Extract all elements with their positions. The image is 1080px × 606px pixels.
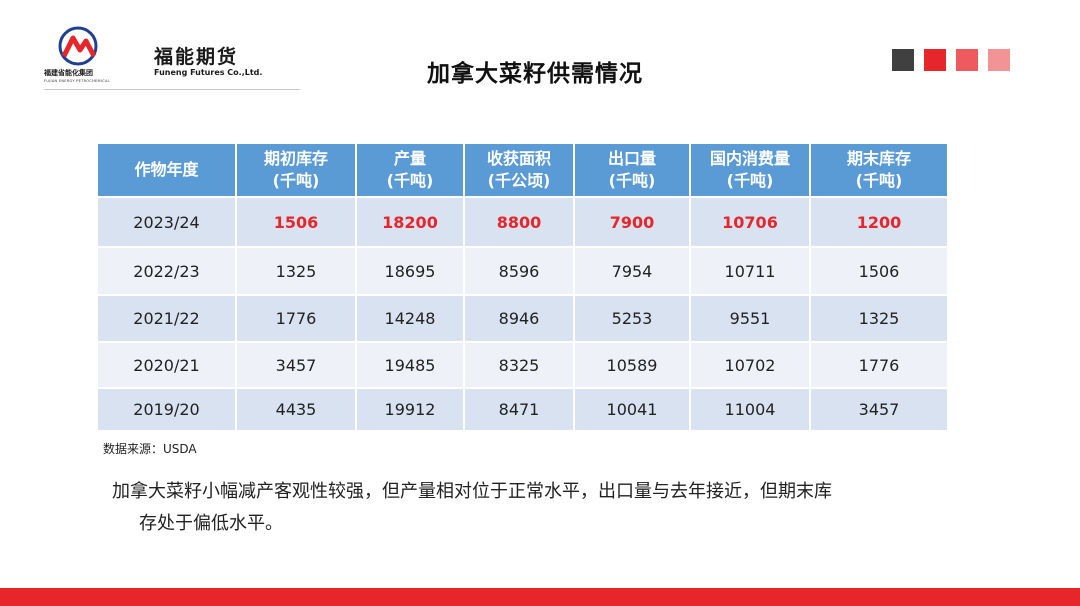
table-cell: 2023/24 [96, 196, 237, 248]
table-cell: 10706 [689, 196, 811, 248]
logo-group-en: FUJIAN ENERGY PETROCHEMICAL [44, 79, 110, 83]
table-cell: 14248 [355, 294, 465, 343]
decor-square-2 [924, 49, 946, 71]
header-harvest-area: 收获面积 (千公顷) [463, 142, 575, 198]
data-source-note: 数据来源：USDA [103, 442, 197, 456]
table-cell: 8596 [463, 246, 575, 296]
conclusion-line-2: 存处于偏低水平。 [139, 513, 283, 534]
table-cell: 1325 [809, 294, 949, 343]
table-row: 2021/22 1776 14248 8946 5253 9551 1325 [96, 294, 949, 343]
table-cell: 2020/21 [96, 341, 237, 389]
table-cell: 10589 [573, 341, 691, 389]
table-cell: 7900 [573, 196, 691, 248]
table-cell: 19485 [355, 341, 465, 389]
supply-demand-table: 作物年度 期初库存 (千吨) 产量 (千吨) 收获面积 (千公顷) 出口量 (千吨) 国… [96, 142, 949, 432]
table-cell: 19912 [355, 387, 465, 432]
table-cell: 10702 [689, 341, 811, 389]
table-cell: 7954 [573, 246, 691, 296]
table-cell: 8800 [463, 196, 575, 248]
table-cell: 18200 [355, 196, 465, 248]
table-cell: 1506 [235, 196, 357, 248]
header-opening-stock: 期初库存 (千吨) [235, 142, 357, 198]
table-row: 2022/23 1325 18695 8596 7954 10711 1506 [96, 246, 949, 296]
table-header-row: 作物年度 期初库存 (千吨) 产量 (千吨) 收获面积 (千公顷) 出口量 (千吨) 国… [96, 142, 949, 198]
table-row: 2020/21 3457 19485 8325 10589 10702 1776 [96, 341, 949, 389]
header-divider [44, 89, 300, 90]
table-cell: 8325 [463, 341, 575, 389]
table-cell: 18695 [355, 246, 465, 296]
header-ending-stock: 期末库存 (千吨) [809, 142, 949, 198]
logo-mark-icon [58, 26, 98, 66]
table-cell: 10041 [573, 387, 691, 432]
table-cell: 2021/22 [96, 294, 237, 343]
footer-bar [0, 588, 1080, 606]
table-cell: 11004 [689, 387, 811, 432]
table-cell: 3457 [235, 341, 357, 389]
table-cell: 1776 [809, 341, 949, 389]
decor-square-1 [892, 49, 914, 71]
table-cell: 4435 [235, 387, 357, 432]
conclusion-line-1: 加拿大菜籽小幅减产客观性较强，但产量相对位于正常水平，出口量与去年接近，但期末库 [112, 481, 832, 502]
conclusion-text: 加拿大菜籽小幅减产客观性较强，但产量相对位于正常水平，出口量与去年接近，但期末库… [112, 476, 952, 540]
decor-square-3 [956, 49, 978, 71]
table-row: 2023/24 1506 18200 8800 7900 10706 1200 [96, 196, 949, 248]
page-title: 加拿大菜籽供需情况 [427, 61, 643, 87]
table-cell: 5253 [573, 294, 691, 343]
table-cell: 1325 [235, 246, 357, 296]
logo-name-cn: 福能期货 [154, 46, 239, 68]
table-cell: 1506 [809, 246, 949, 296]
decor-square-4 [988, 49, 1010, 71]
header-exports: 出口量 (千吨) [573, 142, 691, 198]
table-cell: 9551 [689, 294, 811, 343]
table-cell: 2019/20 [96, 387, 237, 432]
table-cell: 1200 [809, 196, 949, 248]
header-crop-year: 作物年度 [96, 142, 237, 198]
logo-group-cn: 福建省能化集团 [44, 69, 93, 77]
table-cell: 8471 [463, 387, 575, 432]
header-production: 产量 (千吨) [355, 142, 465, 198]
logo-name-en: Funeng Futures Co.,Ltd. [154, 68, 263, 77]
company-logo: 福能期货 Funeng Futures Co.,Ltd. 福建省能化集团 FUJ… [44, 24, 304, 92]
table-cell: 1776 [235, 294, 357, 343]
table-cell: 10711 [689, 246, 811, 296]
table-cell: 2022/23 [96, 246, 237, 296]
table-cell: 8946 [463, 294, 575, 343]
table-row: 2019/20 4435 19912 8471 10041 11004 3457 [96, 387, 949, 432]
table-cell: 3457 [809, 387, 949, 432]
header-domestic-consumption: 国内消费量 (千吨) [689, 142, 811, 198]
